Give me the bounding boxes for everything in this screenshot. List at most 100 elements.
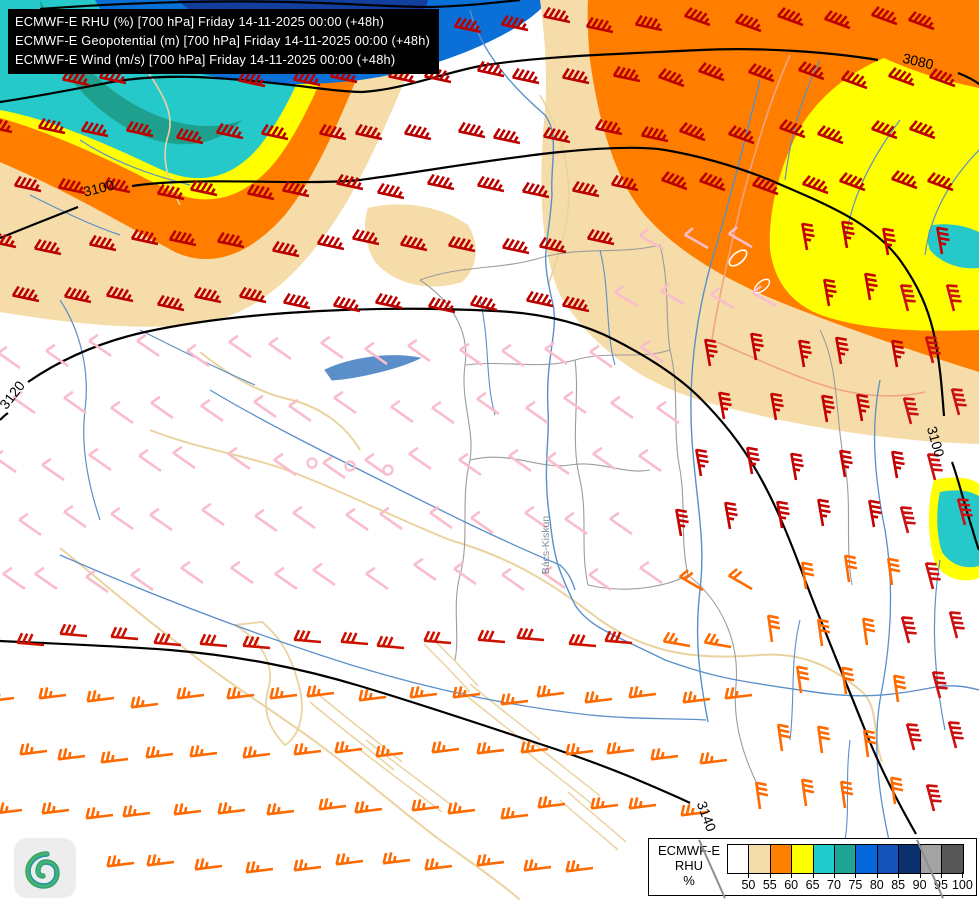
geopotential-contour-layer [0, 0, 979, 835]
calm-wind-circle [382, 464, 394, 476]
wind-barb [835, 336, 849, 365]
wind-barb [950, 388, 967, 416]
wind-barb [292, 505, 316, 530]
wind-barb [610, 395, 634, 420]
wind-barb [924, 562, 941, 590]
wind-barb [704, 338, 718, 367]
wind-barb [12, 390, 36, 415]
wind-barb [318, 798, 347, 811]
wind-barb [790, 452, 804, 481]
wind-barb [173, 803, 202, 816]
wind-barb [63, 286, 92, 304]
wind-barb [470, 510, 494, 535]
legend-swatch [941, 845, 964, 873]
wind-barb [516, 627, 545, 642]
legend-swatch [749, 845, 771, 873]
wind-barb [639, 560, 663, 585]
wind-barb [292, 69, 321, 87]
wind-barb [476, 60, 505, 78]
wind-barb [18, 512, 42, 537]
wind-barb [751, 285, 777, 308]
wind-barb [122, 805, 151, 818]
wind-barb [926, 453, 943, 481]
wind-barb [800, 561, 815, 590]
wind-barb [699, 172, 726, 192]
wind-barb [908, 11, 935, 31]
wind-barb [201, 502, 225, 527]
wind-barb [105, 285, 134, 303]
wind-barb [237, 70, 266, 88]
wind-barb [683, 227, 709, 250]
wind-barb [246, 183, 275, 201]
wind-barb [447, 802, 476, 815]
wind-barb [63, 390, 87, 415]
wind-barb [399, 234, 428, 252]
wind-barb [59, 623, 88, 638]
wind-barb [604, 630, 633, 645]
wind-barb [253, 394, 277, 419]
wind-barb [544, 341, 568, 366]
wind-barb [909, 120, 936, 140]
wind-barb [476, 854, 505, 867]
wind-barb [658, 68, 685, 88]
wind-barb [228, 334, 252, 359]
wind-barb [816, 725, 831, 754]
wind-barb [429, 505, 453, 530]
wind-barb [130, 228, 159, 246]
wind-barb [282, 292, 311, 310]
wind-barb [891, 339, 905, 368]
wind-barb [354, 801, 383, 814]
wind-barb [798, 61, 825, 81]
wind-barb [193, 286, 222, 304]
wind-barb [592, 446, 616, 471]
wind-barb [340, 631, 369, 646]
wind-barb [335, 173, 364, 191]
wind-barb [956, 498, 973, 526]
wind-barb [613, 285, 639, 308]
wind-barb [695, 448, 709, 477]
wind-barb [524, 505, 548, 530]
legend-swatch [920, 845, 942, 873]
wind-barb [500, 693, 529, 706]
title-line-geopotential: ECMWF-E Geopotential (m) [700 hPa] Frida… [15, 33, 430, 48]
wind-barb [628, 686, 657, 699]
wind-barb [684, 7, 711, 27]
wind-barb [176, 687, 205, 700]
wind-barb [88, 333, 112, 358]
legend-stop-label: 80 [869, 878, 884, 892]
wind-barb [150, 395, 174, 420]
wind-barb [0, 449, 17, 474]
wind-barb [777, 7, 804, 27]
wind-barb [520, 741, 549, 754]
wind-barb [476, 742, 505, 755]
legend-stop-label: 85 [891, 878, 906, 892]
wind-barb [85, 807, 114, 820]
wind-barb [345, 507, 369, 532]
wind-barb [861, 617, 876, 646]
wind-barb [945, 284, 962, 312]
wind-barb [802, 175, 829, 195]
wind-barb [727, 568, 753, 591]
wind-barb [88, 447, 112, 472]
wind-barb [85, 569, 109, 594]
wind-barb [561, 295, 590, 313]
wind-barb [748, 63, 775, 83]
wind-barb [354, 123, 383, 141]
wind-barb [724, 501, 738, 530]
wind-barb [612, 65, 641, 83]
wind-barb [754, 781, 769, 810]
wind-barb [609, 511, 633, 536]
wind-barb [431, 741, 460, 754]
wind-barb [929, 68, 956, 88]
wind-barb [823, 278, 837, 307]
wind-barb [273, 452, 297, 477]
wind-barb [293, 743, 322, 756]
wind-barb [316, 233, 345, 251]
wind-barb [839, 172, 866, 192]
wind-barb [801, 222, 815, 251]
site-logo[interactable] [14, 838, 76, 898]
wind-barb [186, 343, 210, 368]
wind-barb [41, 802, 70, 815]
wind-barb [106, 855, 135, 868]
